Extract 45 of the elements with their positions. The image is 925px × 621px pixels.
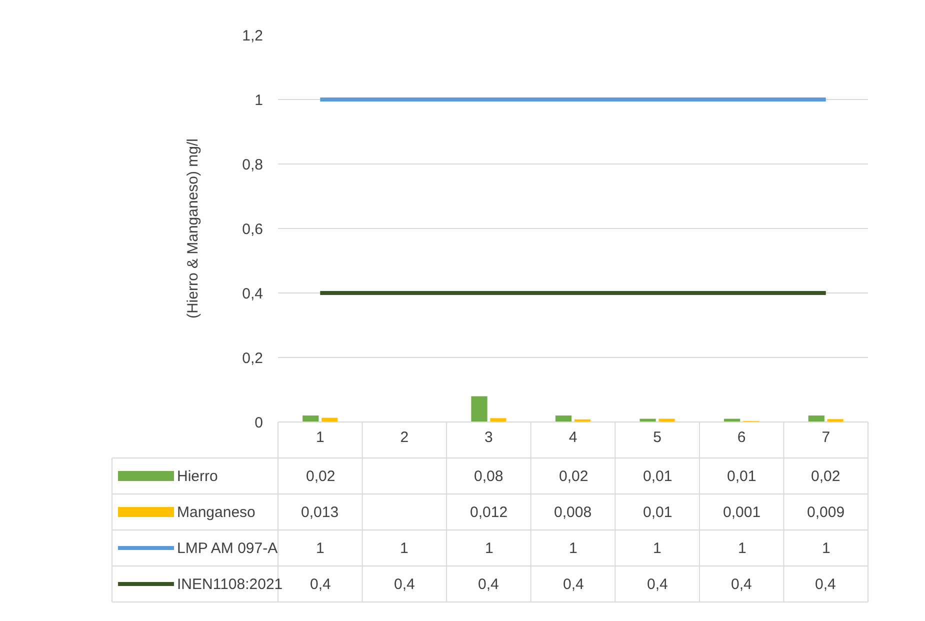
data-label: 0,013 bbox=[301, 504, 339, 521]
y-tick-label: 0,8 bbox=[242, 156, 263, 174]
data-label: 1 bbox=[485, 540, 494, 557]
data-label: 0,01 bbox=[727, 468, 756, 485]
data-label: 0,4 bbox=[815, 576, 836, 593]
data-label: 1 bbox=[653, 540, 662, 557]
x-tick-label: 7 bbox=[822, 429, 830, 446]
data-label: 0,4 bbox=[394, 576, 415, 593]
data-label: 1 bbox=[822, 540, 830, 557]
data-label: 0,4 bbox=[731, 576, 752, 593]
data-label: 0,01 bbox=[643, 468, 672, 485]
x-tick-label: 5 bbox=[653, 429, 662, 446]
x-tick-label: 6 bbox=[737, 429, 746, 446]
legend-label: Hierro bbox=[177, 468, 218, 485]
data-label: 0,08 bbox=[474, 468, 504, 485]
x-tick-label: 2 bbox=[400, 429, 409, 446]
x-tick-label: 3 bbox=[484, 429, 493, 446]
x-tick-label: 4 bbox=[568, 429, 578, 446]
data-label: 0,009 bbox=[807, 504, 845, 521]
legend-label: INEN1108:2021 bbox=[177, 576, 283, 593]
data-label: 0,01 bbox=[643, 504, 672, 521]
data-label: 0,001 bbox=[723, 504, 761, 521]
data-label: 0,4 bbox=[478, 576, 499, 593]
data-label: 1 bbox=[738, 540, 746, 557]
y-tick-label: 1,2 bbox=[242, 27, 263, 44]
y-tick-label: 1 bbox=[254, 92, 263, 109]
data-label: 1 bbox=[316, 540, 324, 557]
legend-label: Manganeso bbox=[177, 504, 256, 521]
data-label: 0,012 bbox=[470, 504, 508, 521]
data-label: 0,02 bbox=[811, 468, 840, 485]
y-tick-label: 0 bbox=[254, 414, 263, 432]
y-tick-label: 0,2 bbox=[242, 350, 263, 367]
y-tick-label: 0,6 bbox=[242, 220, 263, 238]
data-label: 0,02 bbox=[306, 468, 336, 485]
x-tick-label: 1 bbox=[316, 429, 324, 446]
data-label: 0,4 bbox=[647, 576, 668, 593]
y-tick-label: 0,4 bbox=[242, 285, 263, 302]
data-label: 1 bbox=[569, 540, 578, 557]
y-axis-title: (Hierro & Manganeso) mg/l bbox=[184, 138, 202, 319]
data-label: 0,4 bbox=[310, 576, 331, 593]
data-label: 1 bbox=[400, 540, 408, 557]
legend-label: LMP AM 097-A bbox=[177, 540, 278, 557]
data-label: 0,4 bbox=[563, 576, 584, 593]
data-label: 0,008 bbox=[554, 504, 592, 521]
data-label: 0,02 bbox=[559, 468, 588, 485]
